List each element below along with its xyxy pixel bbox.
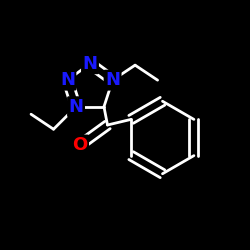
Text: N: N [105, 71, 120, 89]
Text: N: N [60, 71, 75, 89]
Text: N: N [82, 55, 98, 73]
Text: N: N [68, 98, 84, 116]
Text: O: O [72, 136, 88, 154]
